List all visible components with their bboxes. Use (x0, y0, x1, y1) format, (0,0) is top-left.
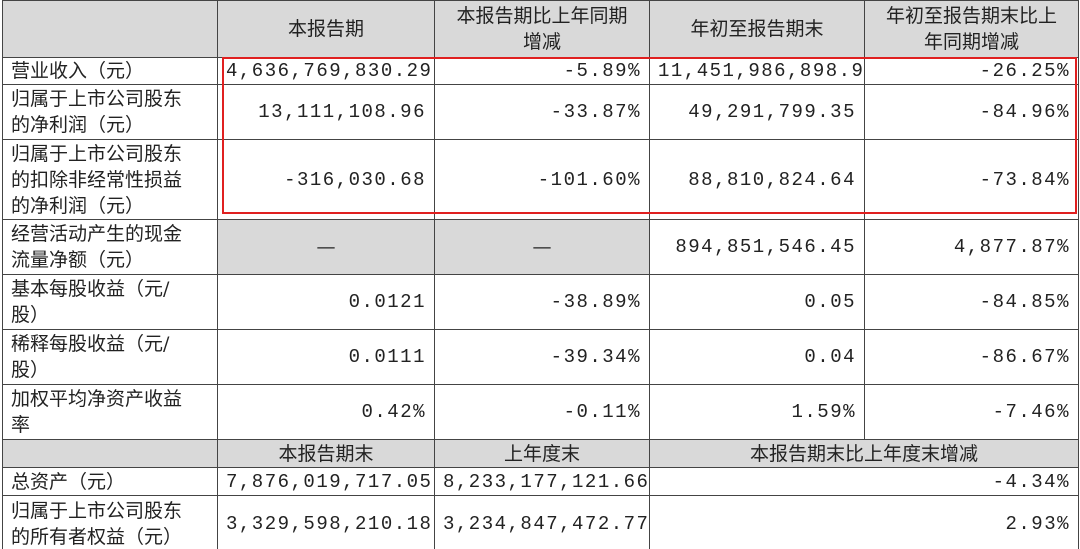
value-cell: -86.67% (864, 329, 1079, 385)
value-cell: 0.05 (649, 274, 865, 330)
row-label: 归属于上市公司股东 的扣除非经常性损益 的净利润（元） (2, 139, 218, 220)
value-cell: 11,451,986,898.92 (649, 57, 865, 85)
row-label: 基本每股收益（元/股） (2, 274, 218, 330)
text-line: 的净利润（元） (11, 194, 145, 217)
value-cell: -101.60% (434, 139, 650, 220)
value-cell: 4,636,769,830.29 (217, 57, 435, 85)
text-line: 股） (11, 304, 50, 326)
value-cell: -39.34% (434, 329, 650, 385)
text-line: 总资产（元） (11, 470, 126, 493)
value-cell: — (434, 219, 650, 275)
header-cell: 年初至报告期末 (649, 0, 865, 58)
text-line: 营业收入（元） (11, 60, 145, 82)
table-row: 营业收入（元） 4,636,769,830.29 -5.89% 11,451,986,… (2, 57, 1079, 85)
header-cell: 本报告期比上年同期 增减 (434, 0, 650, 58)
subheader-row: 本报告期末 上年度末 本报告期末比上年度末增减 (2, 439, 1079, 468)
text-line: 的净利润（元） (11, 114, 145, 136)
text-line: 本报告期比上年同期 (456, 5, 628, 27)
text-line: 率 (11, 414, 31, 436)
value-cell: 88,810,824.64 (649, 139, 865, 220)
value-cell: 1.59% (649, 384, 865, 440)
text-line: 经营活动产生的现金 (11, 223, 183, 245)
header-cell: 本报告期末 (217, 439, 435, 468)
table-row: 基本每股收益（元/股） 0.0121 -38.89% 0.05 -84.85% (2, 274, 1079, 330)
value-cell: 2.93% (649, 495, 1079, 549)
text-line: 本报告期 (287, 18, 364, 40)
value-cell: -5.89% (434, 57, 650, 85)
value-cell: 4,877.87% (864, 219, 1079, 275)
value-cell: -316,030.68 (217, 139, 435, 220)
value-cell: 3,234,847,472.77 (434, 495, 650, 549)
value-cell: -26.25% (864, 57, 1079, 85)
value-cell: — (217, 219, 435, 275)
row-label: 稀释每股收益（元/股） (2, 329, 218, 385)
text-line: 增减 (522, 31, 561, 53)
text-line: 加权平均净资产收益 (11, 388, 183, 410)
value-cell: -7.46% (864, 384, 1079, 440)
row-label: 营业收入（元） (2, 57, 218, 85)
value-cell: -38.89% (434, 274, 650, 330)
value-cell: 7,876,019,717.05 (217, 467, 435, 496)
value-cell: 13,111,108.96 (217, 84, 435, 140)
text-line: 稀释每股收益（元/ (11, 333, 170, 355)
table-row: 总资产（元） 7,876,019,717.05 8,233,177,121.66 -4… (2, 467, 1079, 496)
header-cell (2, 0, 218, 58)
value-cell: -0.11% (434, 384, 650, 440)
value-cell: -4.34% (649, 467, 1079, 496)
text-line: 流量净额（元） (11, 249, 145, 271)
text-line: 的扣除非经常性损益 (11, 168, 183, 191)
value-cell: 3,329,598,210.18 (217, 495, 435, 549)
value-cell: 0.04 (649, 329, 865, 385)
header-cell: 本报告期末比上年度末增减 (649, 439, 1079, 468)
text-line: 年初至报告期末比上 (885, 5, 1057, 27)
value-cell: 0.0121 (217, 274, 435, 330)
table-row: 加权平均净资产收益率 0.42% -0.11% 1.59% -7.46% (2, 384, 1079, 440)
value-cell: -33.87% (434, 84, 650, 140)
header-cell: 上年度末 (434, 439, 650, 468)
table-row: 归属于上市公司股东 的净利润（元） 13,111,108.96 -33.87% 49,2… (2, 84, 1079, 140)
value-cell: -73.84% (864, 139, 1079, 220)
row-label: 归属于上市公司股东 的净利润（元） (2, 84, 218, 140)
row-label: 经营活动产生的现金 流量净额（元） (2, 219, 218, 275)
text-line: 的所有者权益（元） (11, 525, 183, 548)
header-cell: 年初至报告期末比上 年同期增减 (864, 0, 1079, 58)
row-label: 加权平均净资产收益率 (2, 384, 218, 440)
text-line: 归属于上市公司股东 (11, 142, 183, 165)
value-cell: 49,291,799.35 (649, 84, 865, 140)
value-cell: 0.42% (217, 384, 435, 440)
table-row: 归属于上市公司股东 的扣除非经常性损益 的净利润（元） -316,030.68 -101… (2, 139, 1079, 220)
text-line: 年初至报告期末 (690, 18, 824, 40)
table-row: 归属于上市公司股东 的所有者权益（元） 3,329,598,210.18 3,234,… (2, 495, 1079, 549)
table-row: 经营活动产生的现金 流量净额（元） — —894,851,546.45 4,877.87… (2, 219, 1079, 275)
table-row: 稀释每股收益（元/股） 0.0111 -39.34% 0.04 -86.67% (2, 329, 1079, 385)
text-line: 基本每股收益（元/ (11, 278, 170, 300)
row-label: 总资产（元） (2, 467, 218, 496)
text-line: 年同期增减 (923, 31, 1019, 53)
value-cell: 894,851,546.45 (649, 219, 865, 275)
value-cell: 8,233,177,121.66 (434, 467, 650, 496)
value-cell: 0.0111 (217, 329, 435, 385)
value-cell: -84.85% (864, 274, 1079, 330)
header-cell: 本报告期 (217, 0, 435, 58)
header-cell (2, 439, 218, 468)
text-line: 归属于上市公司股东 (11, 499, 183, 522)
text-line: 归属于上市公司股东 (11, 88, 183, 110)
header-row: 本报告期 本报告期比上年同期 增减 年初至报告期末 年初至报告期末比上 年同期增减 (2, 0, 1079, 58)
value-cell: -84.96% (864, 84, 1079, 140)
row-label: 归属于上市公司股东 的所有者权益（元） (2, 495, 218, 549)
text-line: 股） (11, 359, 50, 381)
